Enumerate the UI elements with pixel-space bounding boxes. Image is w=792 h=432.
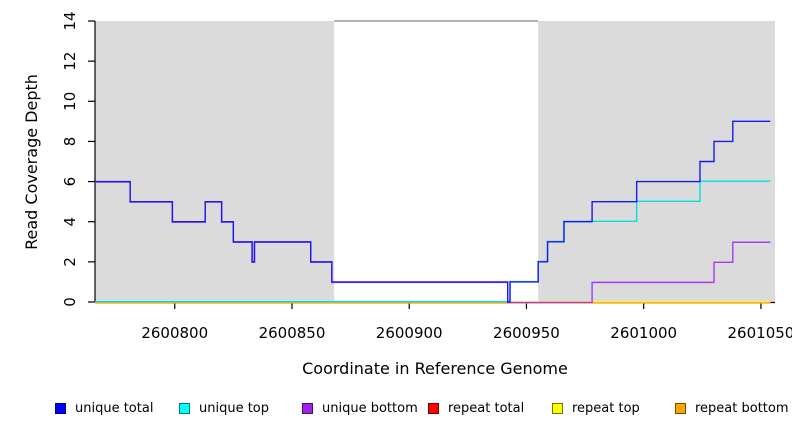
right-shaded-region [538,21,775,302]
legend-label-unique-total: unique total [75,400,154,416]
x-tick-label: 2601050 [728,324,792,342]
shaded-regions [95,20,775,302]
legend-label-repeat-total: repeat total [448,400,525,416]
legend-item-unique-bottom: unique bottom [302,399,418,417]
legend-item-unique-top: unique top [179,399,269,417]
axes: 2600800 2600850 2600900 2600950 2601000 26010… [61,11,792,342]
legend-item-repeat-total: repeat total [428,399,524,417]
legend-item-unique-total: unique total [55,399,153,417]
legend: unique total unique top unique bottom re… [0,399,792,419]
y-tick-label: 2 [61,257,79,267]
y-tick-label: 6 [61,177,79,187]
legend-swatch-repeat-top [552,402,563,414]
legend-label-unique-bottom: unique bottom [322,400,418,416]
legend-label-repeat-top: repeat top [572,400,640,416]
y-tick-label: 4 [61,217,79,227]
x-tick-label: 2601000 [610,324,677,342]
x-tick-label: 2600900 [376,324,443,342]
legend-item-repeat-top: repeat top [552,399,640,417]
x-tick-label: 2600800 [141,324,208,342]
x-tick-label: 2600850 [259,324,326,342]
y-tick-label: 12 [61,52,79,71]
y-tick-label: 8 [61,137,79,147]
y-tick-label: 0 [61,297,79,307]
legend-swatch-unique-top [179,402,190,414]
legend-label-repeat-bottom: repeat bottom [695,400,789,416]
series-line-unique-total [95,120,771,303]
x-tick-label: 2600950 [493,324,560,342]
legend-item-repeat-bottom: repeat bottom [675,399,789,417]
legend-swatch-unique-total [55,402,66,414]
y-tick-label: 10 [61,92,79,111]
series-lines [95,120,771,304]
legend-swatch-repeat-bottom [675,402,686,414]
legend-swatch-repeat-total [428,402,439,414]
y-axis-title: Read Coverage Depth [22,74,41,250]
legend-swatch-unique-bottom [302,402,313,414]
legend-label-unique-top: unique top [199,400,270,416]
y-tick-label: 14 [61,11,79,30]
x-axis-title: Coordinate in Reference Genome [302,359,568,378]
left-shaded-region [95,21,335,302]
